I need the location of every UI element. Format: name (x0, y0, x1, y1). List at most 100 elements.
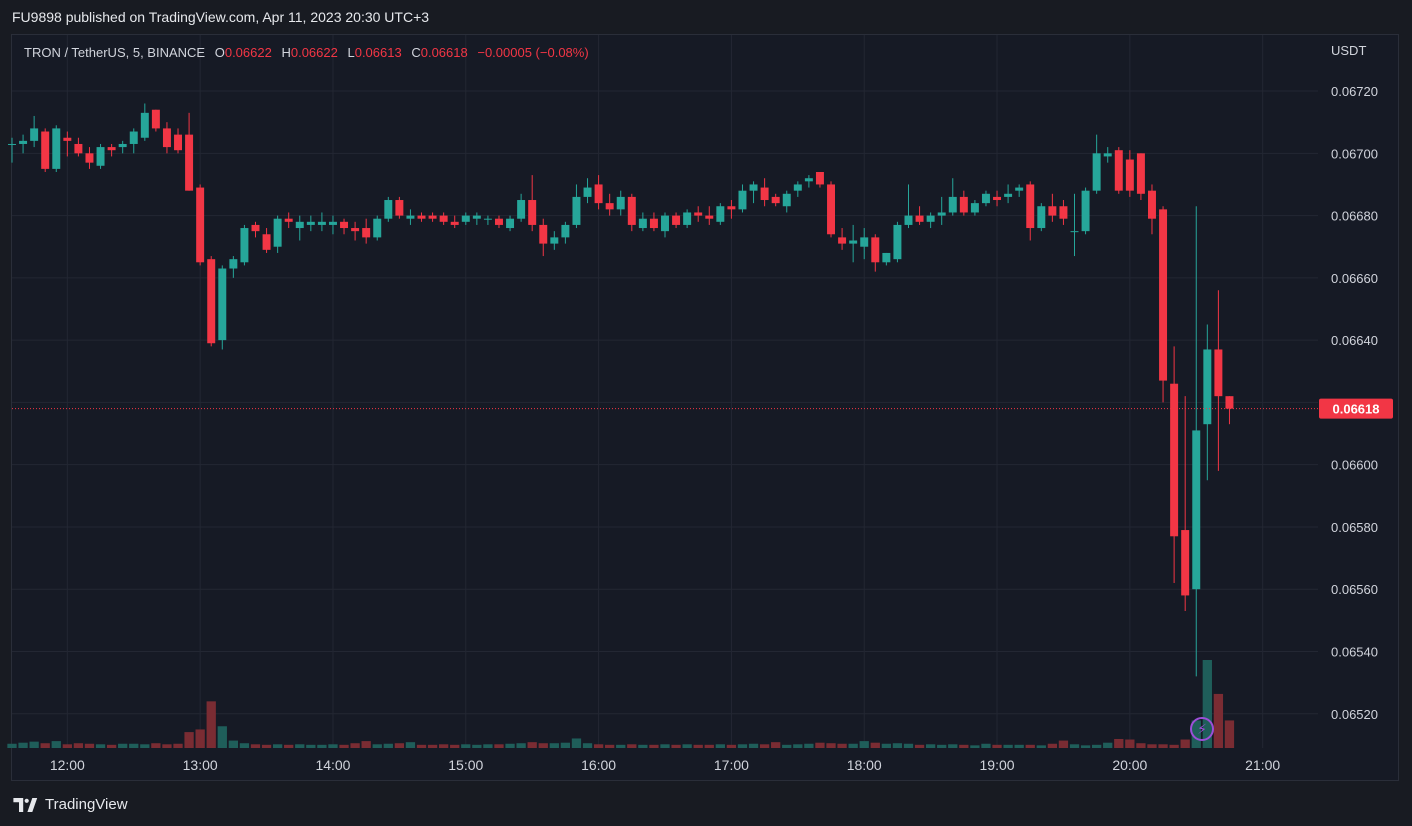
volume-bar (937, 744, 947, 748)
currency-label[interactable]: USDT (1331, 43, 1367, 58)
symbol-label[interactable]: TRON / TetherUS, 5, BINANCE (24, 45, 206, 60)
volume-bar (815, 742, 825, 748)
volume-bar (771, 742, 781, 748)
candle-body (860, 237, 869, 247)
candle-body (1192, 430, 1201, 590)
volume-bar (1213, 693, 1224, 748)
candle-body (517, 200, 526, 219)
candle-body (1203, 349, 1212, 425)
volume-bar (1125, 739, 1135, 748)
volume-bar (317, 744, 327, 748)
volume-bar (51, 741, 61, 748)
candle-body (627, 196, 636, 225)
high-label: H (281, 45, 291, 60)
volume-bar (505, 743, 515, 748)
candle-body (63, 137, 72, 141)
candle-body (694, 212, 703, 216)
candle-body (871, 237, 880, 263)
candle-body (295, 221, 304, 229)
volume-bar (704, 744, 714, 748)
volume-bar (217, 726, 227, 748)
candle-body (1048, 206, 1057, 216)
candle-body (970, 203, 979, 213)
candle-body (450, 221, 459, 225)
candle-body (262, 234, 271, 250)
candle-body (1114, 150, 1123, 191)
brand-name: TradingView (45, 796, 128, 813)
volume-bar (914, 744, 925, 748)
volume-bar (571, 738, 582, 748)
volume-bar (793, 744, 803, 748)
volume-bar (1080, 745, 1091, 748)
published-line: FU9898 published on TradingView.com, Apr… (12, 9, 430, 25)
candle-body (41, 131, 50, 169)
candle-body (738, 190, 747, 210)
candle-body (240, 228, 249, 263)
candle-body (605, 203, 614, 210)
candle-body (461, 215, 470, 222)
chart-frame[interactable] (11, 34, 1399, 781)
candle-body (993, 196, 1002, 201)
volume-bar (261, 744, 272, 748)
volume-bar (394, 743, 405, 748)
volume-bar (140, 744, 150, 748)
candle-body (550, 237, 559, 244)
y-tick-label: 0.06700 (1331, 146, 1378, 161)
volume-bar (438, 744, 449, 748)
y-tick-label: 0.06680 (1331, 209, 1378, 224)
close-label: C (411, 45, 421, 60)
volume-bar (992, 744, 1002, 748)
volume-bar (616, 744, 626, 748)
lightning-icon[interactable]: ⚡ (1190, 717, 1214, 741)
volume-bar (272, 744, 283, 748)
ohlc-legend: TRON / TetherUS, 5, BINANCE O0.06622 H0.… (24, 45, 589, 60)
x-tick-label: 19:00 (980, 757, 1015, 773)
volume-bar (981, 743, 991, 748)
x-tick-label: 21:00 (1245, 757, 1280, 773)
volume-bar (427, 744, 438, 748)
volume-bar (361, 741, 371, 748)
volume-bar (494, 744, 504, 748)
candle-body (8, 143, 16, 145)
candle-body (229, 259, 238, 269)
volume-bar (339, 744, 349, 748)
candle-body (417, 215, 426, 219)
candle-body (782, 193, 791, 207)
candle-body (1225, 396, 1234, 409)
candle-body (74, 143, 83, 154)
volume-bar (1169, 744, 1179, 748)
volume-bar (350, 743, 360, 748)
volume-bar (948, 744, 958, 748)
volume-bar (106, 744, 117, 748)
y-tick-label: 0.06520 (1331, 707, 1378, 722)
candle-body (827, 184, 836, 235)
candle-body (251, 224, 260, 232)
volume-bar (627, 744, 637, 748)
candle-body (1037, 206, 1046, 229)
candle-body (804, 178, 813, 182)
candle-body (771, 196, 780, 204)
candle-body (959, 196, 968, 213)
volume-bar (7, 743, 17, 748)
volume-bar (638, 744, 648, 748)
candle-body (937, 212, 946, 216)
candle-body (528, 200, 537, 225)
candle-body (727, 206, 736, 210)
y-tick-label: 0.06720 (1331, 84, 1378, 99)
candle-body (705, 215, 714, 219)
volume-bar (73, 743, 84, 748)
candle-body (1159, 209, 1168, 381)
candle-body (882, 252, 891, 263)
volume-bar (549, 743, 559, 748)
candle-body (96, 147, 105, 166)
candle-body (317, 221, 326, 225)
volume-bar (1025, 744, 1035, 748)
volume-bar (1147, 744, 1157, 748)
volume-bar (62, 744, 72, 748)
volume-bar (1114, 738, 1124, 748)
volume-bar (1003, 744, 1013, 748)
candle-body (19, 140, 28, 144)
candle-body (683, 212, 692, 225)
candle-body (472, 215, 481, 219)
